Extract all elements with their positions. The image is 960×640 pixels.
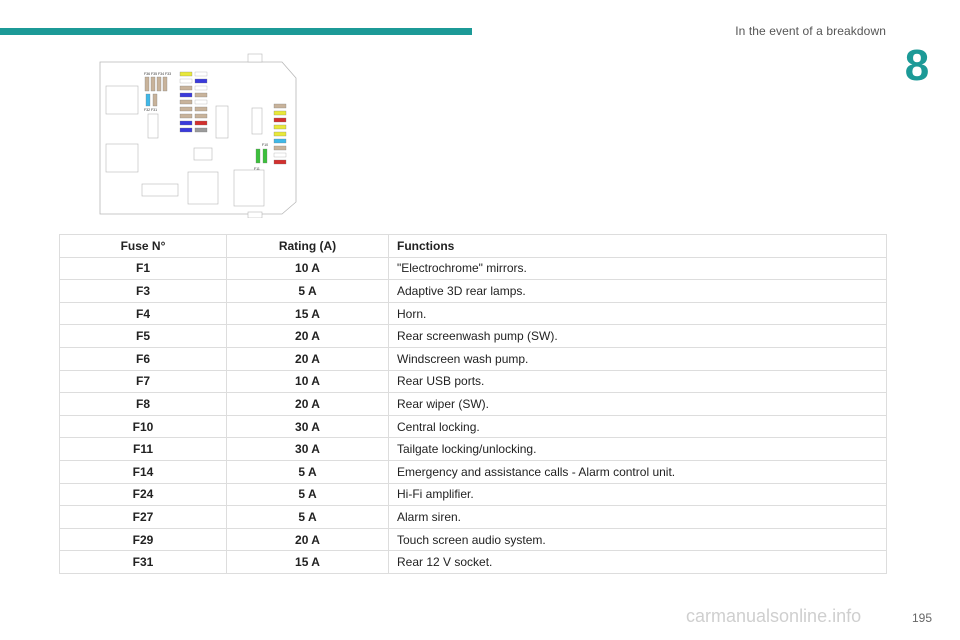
fuse-rating: 20 A (226, 324, 389, 348)
fuse-rating: 10 A (226, 369, 389, 394)
fuse-rating: 30 A (226, 437, 389, 461)
table-row: F7 10 A Rear USB ports. (59, 369, 887, 394)
relay-bottom-wide (141, 183, 179, 197)
fuse-label-green-pair: F10 (262, 143, 268, 147)
header-functions: Functions (388, 234, 887, 258)
fuse-f35 (150, 76, 156, 92)
fuse-number: F11 (59, 437, 227, 461)
fuse-function: Rear 12 V socket. (388, 550, 887, 574)
fuse-column-center (179, 71, 208, 133)
table-header-row: Fuse N° Rating (A) Functions (59, 234, 887, 258)
fuse-rating: 5 A (226, 459, 389, 484)
header-accent-bar (0, 28, 472, 35)
top-tab (247, 53, 263, 63)
fuse-number: F10 (59, 414, 227, 439)
fuse-number: F29 (59, 527, 227, 552)
fuse-f11 (262, 148, 268, 164)
watermark: carmanualsonline.info (686, 606, 862, 626)
table-row: F11 30 A Tailgate locking/unlocking. (59, 437, 887, 461)
table-row: F8 20 A Rear wiper (SW). (59, 392, 887, 416)
fuse-function: Horn. (388, 301, 887, 326)
table-row: F10 30 A Central locking. (59, 414, 887, 439)
fuse-number: F24 (59, 482, 227, 507)
table-row: F31 15 A Rear 12 V socket. (59, 550, 887, 574)
fuse-number: F27 (59, 505, 227, 529)
fuse-rating: 5 A (226, 505, 389, 529)
relay-small-left (147, 113, 159, 139)
relay-left-bottom (105, 143, 139, 173)
fuse-f34 (156, 76, 162, 92)
fuse-number: F1 (59, 256, 227, 281)
fuse-number: F6 (59, 346, 227, 371)
fuse-function: Adaptive 3D rear lamps. (388, 279, 887, 303)
fuse-rating: 5 A (226, 482, 389, 507)
fuse-number: F31 (59, 550, 227, 574)
fuse-function: Alarm siren. (388, 505, 887, 529)
fuse-number: F8 (59, 392, 227, 416)
fuse-function: Rear screenwash pump (SW). (388, 324, 887, 348)
relay-center (193, 147, 213, 161)
fuse-f31 (152, 93, 158, 107)
table-row: F4 15 A Horn. (59, 301, 887, 326)
fuse-label-left-pair: F32 F31 (144, 108, 157, 112)
fuse-number: F3 (59, 279, 227, 303)
fuse-function: Touch screen audio system. (388, 527, 887, 552)
relay-bottom-mid (187, 171, 219, 205)
header-rating: Rating (A) (226, 234, 389, 258)
fuse-function: Tailgate locking/unlocking. (388, 437, 887, 461)
fuse-rating: 30 A (226, 414, 389, 439)
fuse-function: Hi-Fi amplifier. (388, 482, 887, 507)
relay-left-top (105, 85, 139, 115)
fuse-function: "Electrochrome" mirrors. (388, 256, 887, 281)
fuse-f36 (144, 76, 150, 92)
fuse-table: Fuse N° Rating (A) Functions F1 10 A "Elec… (59, 234, 887, 574)
page-number: 195 (911, 611, 932, 625)
relay-right-small (251, 107, 263, 135)
bottom-tab (247, 211, 263, 218)
fuse-rating: 10 A (226, 256, 389, 281)
fuse-function: Rear wiper (SW). (388, 392, 887, 416)
fuse-rating: 5 A (226, 279, 389, 303)
table-row: F24 5 A Hi-Fi amplifier. (59, 482, 887, 507)
fuse-box-diagram: F36 F35 F34 F33 F32 F31 (99, 53, 297, 218)
relay-mid-right (215, 105, 229, 139)
fuse-function: Rear USB ports. (388, 369, 887, 394)
table-row: F1 10 A "Electrochrome" mirrors. (59, 256, 887, 281)
fuse-rating: 20 A (226, 527, 389, 552)
table-row: F27 5 A Alarm siren. (59, 505, 887, 529)
fuse-number: F4 (59, 301, 227, 326)
fuse-number: F14 (59, 459, 227, 484)
fuse-f33 (162, 76, 168, 92)
fuse-rating: 20 A (226, 346, 389, 371)
fuse-label-top-row: F36 F35 F34 F33 (144, 72, 171, 76)
table-row: F14 5 A Emergency and assistance calls - A… (59, 459, 887, 484)
fuse-rating: 15 A (226, 550, 389, 574)
section-title: In the event of a breakdown (735, 24, 886, 38)
fuse-column-right (273, 103, 287, 165)
fuse-rating: 15 A (226, 301, 389, 326)
chapter-number: 8 (904, 41, 930, 90)
table-row: F5 20 A Rear screenwash pump (SW). (59, 324, 887, 348)
fuse-label-bottom-green: F11 (254, 167, 260, 171)
fuse-function: Windscreen wash pump. (388, 346, 887, 371)
table-row: F3 5 A Adaptive 3D rear lamps. (59, 279, 887, 303)
table-row: F29 20 A Touch screen audio system. (59, 527, 887, 552)
header-fuse-number: Fuse N° (59, 234, 227, 258)
fuse-f32 (145, 93, 151, 107)
fuse-number: F5 (59, 324, 227, 348)
table-row: F6 20 A Windscreen wash pump. (59, 346, 887, 371)
fuse-number: F7 (59, 369, 227, 394)
fuse-f10 (255, 148, 261, 164)
fuse-rating: 20 A (226, 392, 389, 416)
relay-bottom-right (233, 169, 265, 207)
fuse-function: Central locking. (388, 414, 887, 439)
fuse-function: Emergency and assistance calls - Alarm c… (388, 459, 887, 484)
